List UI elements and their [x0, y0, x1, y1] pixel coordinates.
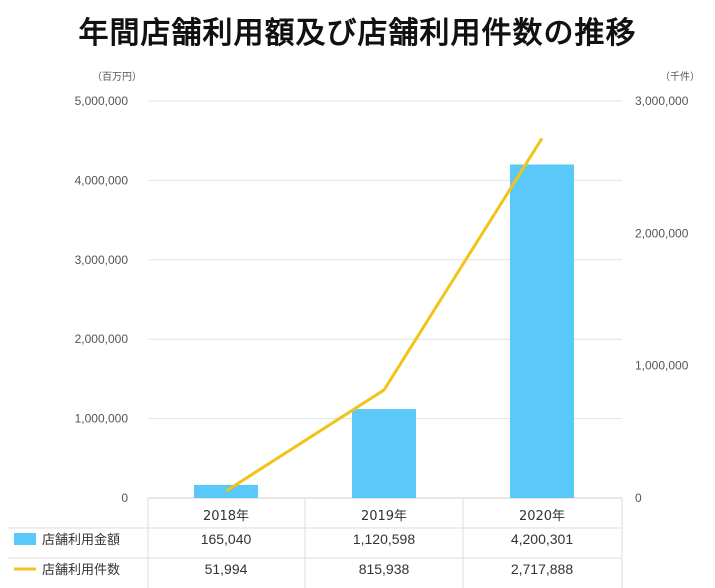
left-tick-label: 3,000,000 [75, 253, 129, 267]
right-tick-label: 1,000,000 [635, 359, 689, 373]
category-label: 2019年 [361, 509, 407, 524]
category-label: 2020年 [519, 509, 565, 524]
legend-label: 店舗利用件数 [42, 563, 120, 578]
category-labels: 2018年 2019年 2020年 [203, 509, 565, 524]
right-tick-label: 2,000,000 [635, 226, 689, 240]
bar-2019年 [352, 409, 416, 498]
data-table-lines [8, 498, 623, 588]
left-tick-label: 2,000,000 [75, 332, 129, 346]
legend-swatch-bar [14, 533, 36, 545]
table-value: 815,938 [359, 561, 410, 577]
legend-label: 店舗利用金額 [42, 532, 120, 548]
table-value: 165,040 [201, 531, 252, 547]
left-axis-unit: （百万円） [92, 71, 142, 83]
bar-series [194, 164, 574, 498]
table-value: 51,994 [205, 561, 248, 577]
table-value: 4,200,301 [511, 531, 573, 547]
chart-title: 年間店舗利用額及び店舗利用件数の推移 [78, 16, 637, 51]
left-tick-label: 5,000,000 [75, 94, 129, 108]
right-axis-unit: （千件） [660, 71, 700, 83]
right-tick-label: 3,000,000 [635, 94, 689, 108]
table-value: 2,717,888 [511, 561, 573, 577]
table-value: 1,120,598 [353, 531, 415, 547]
right-tick-label: 0 [635, 491, 642, 505]
right-axis: 0 1,000,000 2,000,000 3,000,000 （千件） [635, 71, 700, 505]
bar-2018年 [194, 484, 258, 498]
left-axis: 0 1,000,000 2,000,000 3,000,000 4,000,000 5,0… [75, 71, 142, 505]
category-label: 2018年 [203, 509, 249, 524]
line-series [225, 137, 544, 493]
left-tick-label: 4,000,000 [75, 173, 129, 187]
left-tick-label: 1,000,000 [75, 412, 129, 426]
bar-2020年 [510, 164, 574, 498]
data-table: 店舗利用金額 165,040 1,120,598 4,200,301 店舗利用件数 51,… [14, 531, 573, 578]
left-tick-label: 0 [121, 491, 128, 505]
